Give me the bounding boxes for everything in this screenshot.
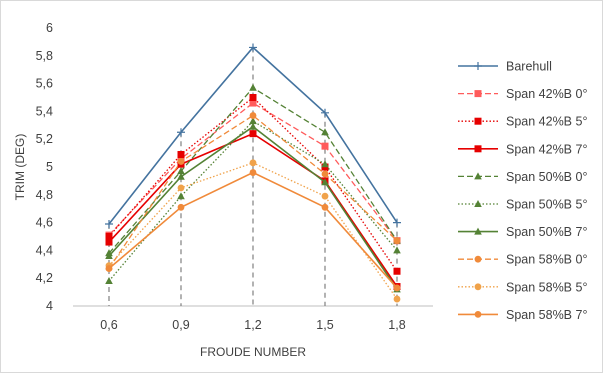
data-point (321, 192, 329, 200)
data-point (393, 246, 401, 254)
x-tick-label: 1,5 (316, 318, 333, 332)
legend-label: Span 58%B 5° (506, 280, 587, 294)
data-point (393, 295, 401, 303)
data-point (321, 108, 329, 117)
data-point (105, 219, 113, 228)
data-point (393, 284, 401, 292)
data-point (177, 184, 185, 192)
legend-marker (474, 62, 482, 70)
y-tick-label: 5 (46, 160, 53, 174)
legend: Barehull Span 42%B 0° Span 42%B 5° Span 42%… (458, 60, 587, 322)
legend-entry: Span 42%B 0° (458, 87, 587, 101)
data-point (249, 112, 257, 119)
legend-entry: Span 42%B 5° (458, 115, 587, 129)
data-point (393, 267, 401, 275)
y-tick-group: 4 4,2 4,4 4,6 4,8 5 5,2 5,4 5,6 5,8 6 (36, 21, 53, 313)
legend-label: Span 42%B 5° (506, 115, 587, 129)
data-point (249, 99, 257, 107)
x-tick-label: 0,9 (172, 318, 189, 332)
data-point (249, 117, 257, 125)
legend-label: Barehull (506, 60, 552, 74)
y-axis-label: TRIM (DEG) (13, 134, 27, 201)
legend-marker (474, 172, 482, 180)
y-tick-label: 5,4 (36, 104, 53, 118)
series-1 (105, 43, 401, 228)
data-point (321, 160, 329, 168)
data-point (105, 265, 113, 272)
legend-marker (474, 255, 482, 263)
legend-label: Span 42%B 7° (506, 142, 587, 156)
y-tick-label: 4,4 (36, 243, 53, 257)
legend-entry: Span 50%B 5° (458, 198, 587, 212)
data-point (177, 192, 185, 200)
data-point (249, 130, 257, 138)
legend-entry: Barehull (458, 60, 552, 74)
data-point (249, 43, 257, 52)
y-tick-label: 4,2 (36, 271, 53, 285)
legend-marker (474, 311, 482, 318)
y-tick-label: 4,6 (36, 216, 53, 230)
data-point (105, 238, 113, 246)
x-tick-label: 0,6 (100, 318, 117, 332)
data-point (177, 158, 185, 165)
legend-marker (474, 227, 482, 235)
y-tick-label: 6 (46, 21, 53, 35)
series-layer (105, 43, 401, 303)
data-point (249, 83, 257, 91)
y-tick-label: 5,2 (36, 132, 53, 146)
legend-label: Span 58%B 0° (506, 253, 587, 267)
series-line (108, 102, 398, 242)
data-point (393, 218, 401, 227)
legend-entry: Span 58%B 7° (458, 308, 587, 322)
legend-entry: Span 50%B 0° (458, 170, 587, 184)
x-tick-label: 1,8 (388, 318, 405, 332)
data-point (249, 169, 257, 176)
legend-marker (474, 283, 482, 291)
data-point (105, 251, 113, 259)
series-line (108, 114, 398, 269)
data-point (249, 94, 257, 101)
x-tick-label: 1,2 (244, 318, 261, 332)
legend-label: Span 50%B 7° (506, 225, 587, 239)
legend-marker (474, 117, 482, 125)
y-tick-label: 4,8 (36, 188, 53, 202)
data-point (249, 159, 257, 167)
y-tick-label: 5,6 (36, 77, 53, 91)
data-point (105, 233, 113, 240)
x-tick-group: 0,6 0,9 1,2 1,5 1,8 (100, 318, 405, 332)
data-point (177, 128, 185, 137)
legend-entry: Span 58%B 0° (458, 253, 587, 267)
data-point (321, 170, 329, 178)
data-point (177, 167, 185, 175)
series-line (108, 120, 398, 282)
series-6 (105, 117, 401, 284)
data-point (177, 172, 185, 180)
legend-label: Span 58%B 7° (506, 308, 587, 322)
y-tick-label: 5,8 (36, 49, 53, 63)
data-point (321, 178, 329, 186)
legend-entry: Span 58%B 5° (458, 280, 587, 294)
legend-marker (474, 90, 482, 98)
x-axis-label: FROUDE NUMBER (200, 345, 306, 359)
legend-marker (474, 200, 482, 207)
legend-entry: Span 42%B 7° (458, 142, 587, 156)
data-point (177, 203, 185, 211)
y-tick-label: 4 (46, 299, 53, 313)
data-point (249, 122, 257, 130)
legend-label: Span 50%B 0° (506, 170, 587, 184)
data-point (177, 150, 185, 158)
data-point (321, 128, 329, 136)
data-point (321, 142, 329, 150)
data-point (393, 237, 401, 245)
data-point (105, 276, 113, 284)
legend-entry: Span 50%B 7° (458, 225, 587, 239)
data-point (321, 203, 329, 211)
series-10 (105, 169, 401, 292)
legend-marker (474, 145, 482, 153)
legend-label: Span 50%B 5° (506, 198, 587, 212)
legend-label: Span 42%B 0° (506, 87, 587, 101)
